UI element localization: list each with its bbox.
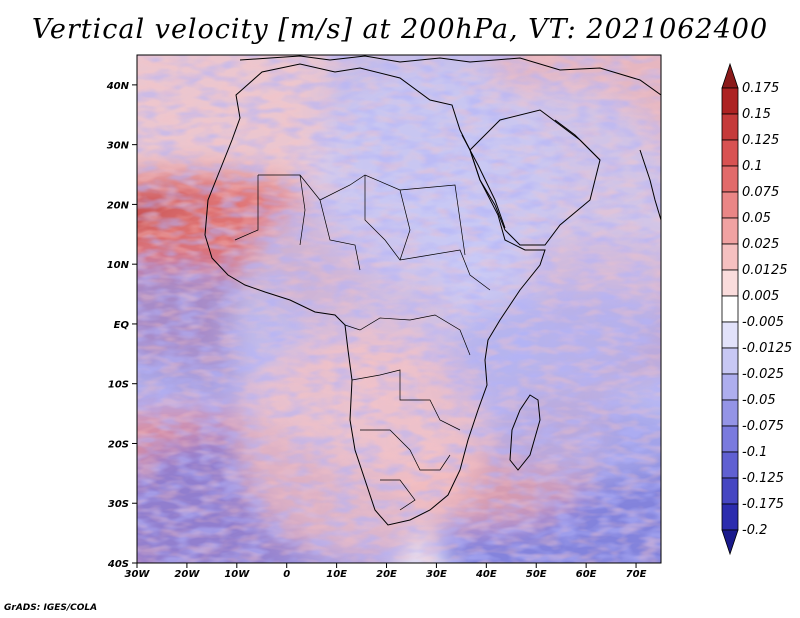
colorbar-bin [721,451,739,479]
x-tick-label: 10E [326,569,347,580]
x-tick-label: 50E [526,569,547,580]
persian-gulf [554,119,601,161]
colorbar-bin [721,477,739,505]
colorbar: 0.175 0.15 0.125 0.1 0.075 0.05 0.025 0.0125 0.0… [721,62,792,556]
colorbar-label: 0.15 [742,107,771,122]
colorbar-label: -0.005 [742,315,784,330]
colorbar-label: -0.2 [742,523,767,538]
colorbar-label: -0.125 [742,471,784,486]
colorbar-bin [721,503,739,531]
colorbar-bin [721,139,739,167]
colorbar-label: -0.025 [742,367,784,382]
colorbar-bin [721,165,739,193]
border-line [364,175,491,291]
border-line [351,369,461,431]
border-line [399,184,466,256]
colorbar-bin [721,191,739,219]
colorbar-bin [721,113,739,141]
x-tick-label: 70E [626,569,647,580]
x-axis: 30W 20W 10W 0 10E 20E 30E 40E 50E 60E 70E [125,563,647,580]
colorbar-bin [721,425,739,453]
x-tick-label: 20W [174,569,200,580]
border-line [380,479,416,511]
border-line [234,174,361,271]
colorbar-label: 0.025 [742,237,779,252]
x-tick-label: 20E [376,569,397,580]
y-tick-label: 20S [108,439,129,450]
colorbar-label: 0.05 [742,211,771,226]
border-line [258,174,411,261]
colorbar-min-arrow [721,529,739,556]
europe-mediterranean [239,55,661,96]
colorbar-bin [721,295,739,323]
y-tick-label: EQ [114,320,130,331]
colorbar-bin [721,399,739,427]
colorbar-bin [721,347,739,375]
colorbar-label: 0.175 [742,81,779,96]
y-tick-label: 30N [107,141,130,152]
colorbar-bin [721,373,739,401]
red-sea [461,134,506,229]
arabian-peninsula [469,109,601,246]
colorbar-label: -0.0125 [742,341,792,356]
colorbar-label: -0.1 [742,445,767,460]
chart-title: Vertical velocity [m/s] at 200hPa, VT: 2… [31,14,769,45]
x-tick-label: 0 [283,569,290,580]
colorbar-bin [721,217,739,245]
x-tick-label: 30W [125,569,151,580]
colorbar-label: 0.075 [742,185,779,200]
colorbar-label: 0.125 [742,133,779,148]
y-tick-label: 40S [107,559,129,570]
continent-outlines [204,55,661,526]
y-tick-label: 10N [107,260,130,271]
colorbar-label: -0.075 [742,419,784,434]
border-line [344,314,471,356]
colorbar-label: 0.0125 [742,263,788,278]
colorbar-bin [721,321,739,349]
y-tick-label: 30S [108,499,129,510]
colorbar-label: -0.05 [742,393,776,408]
colorbar-label: 0.005 [742,289,779,304]
y-tick-label: 10S [108,380,129,391]
india-coast [639,149,661,221]
x-tick-label: 40E [475,569,497,580]
y-tick-label: 20N [107,200,130,211]
y-tick-label: 40N [106,81,130,92]
border-line [360,429,451,471]
plot-frame [136,54,662,564]
country-borders [234,174,491,511]
africa-coastline [204,63,546,526]
colorbar-bin [721,269,739,297]
x-tick-label: 60E [576,569,597,580]
colorbar-bin [721,243,739,271]
grads-credit: GrADS: IGES/COLA [4,603,98,613]
plot-area [137,55,661,563]
y-axis: 40N 30N 20N 10N EQ 10S 20S 30S 40S [106,81,137,570]
colorbar-label: -0.175 [742,497,784,512]
colorbar-label: 0.1 [742,159,763,174]
streak-texture-red [137,55,661,563]
madagascar-coastline [509,394,541,471]
colorbar-bin [721,87,739,115]
x-tick-label: 10W [224,569,250,580]
colorbar-max-arrow [721,62,739,89]
x-tick-label: 30E [426,569,447,580]
